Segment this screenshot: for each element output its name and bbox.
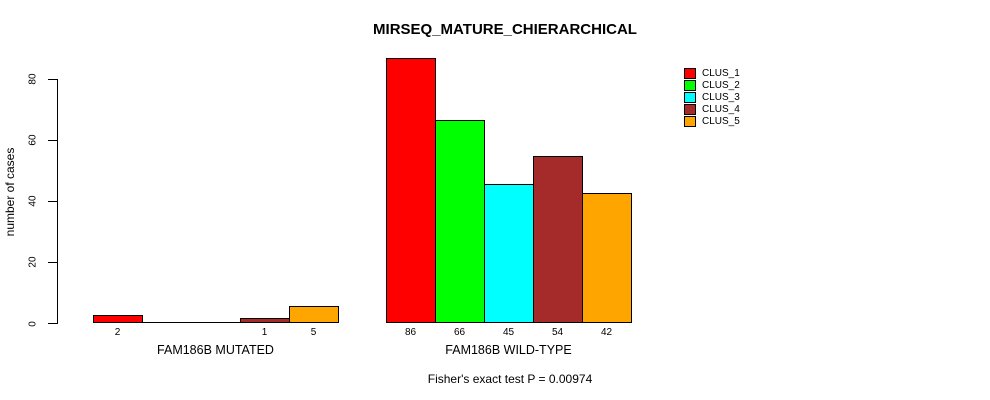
legend-item-clus_2: CLUS_2 — [684, 79, 740, 91]
legend-item-clus_3: CLUS_3 — [684, 91, 740, 103]
y-tick-label: 20 — [27, 256, 39, 268]
legend-item-clus_1: CLUS_1 — [684, 67, 740, 79]
y-axis-line — [57, 78, 58, 324]
y-tick-mark — [48, 323, 57, 324]
y-tick-label: 40 — [27, 195, 39, 207]
bar-clus_1-mutated — [93, 315, 143, 323]
legend-swatch-clus_4 — [684, 103, 696, 115]
legend-swatch-clus_2 — [684, 79, 696, 91]
bar-value-label: 2 — [114, 327, 121, 338]
legend-label: CLUS_4 — [702, 103, 740, 115]
legend-label: CLUS_5 — [702, 115, 740, 127]
bar-value-label: 45 — [502, 327, 515, 338]
y-axis-label: number of cases — [3, 147, 17, 237]
y-tick-label: 60 — [27, 134, 39, 146]
bar-clus_1-wild-type — [386, 58, 436, 323]
bar-clus_2-wild-type — [435, 120, 485, 323]
bar-value-label: 5 — [310, 327, 317, 338]
x-group-label: FAM186B MUTATED — [157, 343, 274, 357]
x-group-label: FAM186B WILD-TYPE — [445, 343, 572, 357]
bar-value-label: 1 — [261, 327, 268, 338]
legend-swatch-clus_3 — [684, 91, 696, 103]
bar-value-label: 66 — [453, 327, 466, 338]
y-tick-label: 80 — [27, 73, 39, 85]
bar-clus_4-mutated — [240, 318, 290, 323]
bar-clus_4-wild-type — [533, 156, 583, 323]
y-tick-mark — [48, 139, 57, 141]
bar-value-label: 86 — [404, 327, 417, 338]
legend-item-clus_4: CLUS_4 — [684, 103, 740, 115]
legend-label: CLUS_3 — [702, 91, 740, 103]
group-baseline — [93, 322, 339, 323]
legend-label: CLUS_2 — [702, 79, 740, 91]
chart-title: MIRSEQ_MATURE_CHIERARCHICAL — [373, 21, 637, 38]
bar-clus_5-wild-type — [582, 193, 632, 323]
bar-clus_5-mutated — [289, 306, 339, 323]
y-tick-label: 0 — [27, 320, 39, 327]
legend-label: CLUS_1 — [702, 67, 740, 79]
bar-clus_3-wild-type — [484, 184, 534, 323]
y-tick-mark — [48, 261, 57, 263]
legend-swatch-clus_1 — [684, 67, 696, 79]
annotation-fisher-test: Fisher's exact test P = 0.00974 — [427, 372, 593, 386]
legend-swatch-clus_5 — [684, 115, 696, 127]
legend-item-clus_5: CLUS_5 — [684, 115, 740, 127]
bar-value-label: 54 — [551, 327, 564, 338]
y-tick-mark — [48, 200, 57, 202]
y-tick-mark — [48, 78, 57, 80]
bar-value-label: 42 — [600, 327, 613, 338]
